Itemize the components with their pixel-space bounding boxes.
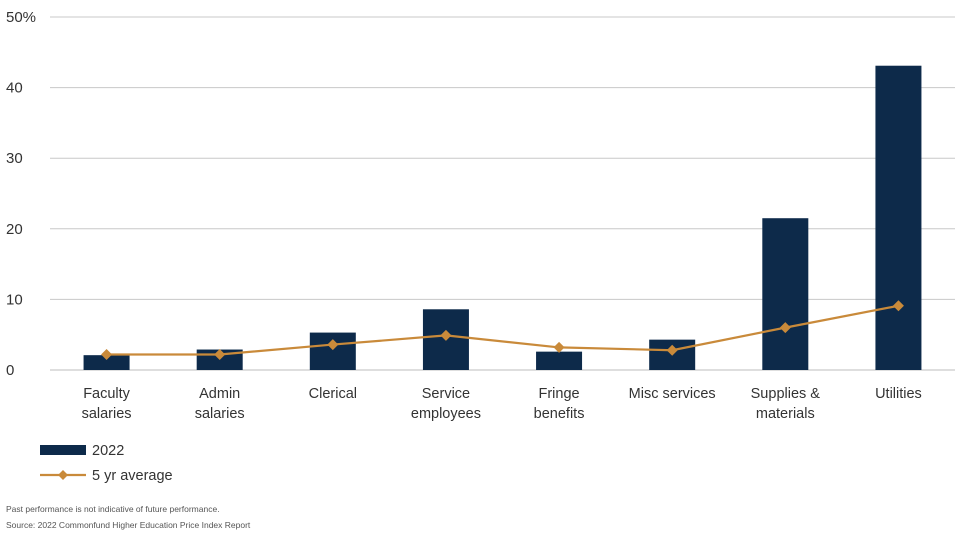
bar xyxy=(536,351,583,370)
legend: 2022 5 yr average xyxy=(40,443,173,484)
x-tick-label: Supplies & xyxy=(751,386,821,402)
line-point xyxy=(779,322,791,334)
line-point xyxy=(553,341,565,353)
line-point xyxy=(214,348,226,360)
x-tick-label: Faculty xyxy=(83,386,130,402)
line-point xyxy=(440,329,452,341)
x-tick-label: Clerical xyxy=(309,386,357,402)
gridlines xyxy=(50,16,955,371)
bar-series-2022 xyxy=(83,65,922,371)
y-axis-ticks: 0 10 20 30 40 50% xyxy=(6,9,36,379)
x-tick-label: Admin xyxy=(199,386,240,402)
bar xyxy=(875,65,922,371)
y-tick-label: 10 xyxy=(6,291,23,308)
line-point xyxy=(892,300,904,312)
bar xyxy=(762,218,809,370)
x-tick-label: salaries xyxy=(82,406,132,422)
legend-label-2022: 2022 xyxy=(92,443,124,459)
legend-label-5yr-average: 5 yr average xyxy=(92,468,173,484)
y-tick-label: 50% xyxy=(6,9,36,26)
x-tick-label: Misc services xyxy=(629,386,716,402)
y-tick-label: 40 xyxy=(6,80,23,97)
disclaimer-note: Past performance is not indicative of fu… xyxy=(6,504,220,514)
line-point xyxy=(327,339,339,351)
legend-swatch-2022 xyxy=(40,445,86,455)
source-note: Source: 2022 Commonfund Higher Education… xyxy=(6,520,251,530)
bar xyxy=(309,332,356,370)
y-tick-label: 0 xyxy=(6,362,14,379)
x-tick-label: Utilities xyxy=(875,386,922,402)
bar xyxy=(83,355,130,370)
line-path xyxy=(106,304,899,356)
line-series-5yr-average xyxy=(101,300,904,360)
y-tick-label: 30 xyxy=(6,150,23,167)
line-point xyxy=(101,348,113,360)
x-axis-categories: Faculty salaries Admin salaries Clerical Serv… xyxy=(82,386,922,422)
x-tick-label: employees xyxy=(411,406,481,422)
x-tick-label: Service xyxy=(422,386,470,402)
y-tick-label: 20 xyxy=(6,221,23,238)
legend-marker-5yr-average xyxy=(58,470,68,480)
x-tick-label: materials xyxy=(756,406,815,422)
line-point xyxy=(666,344,678,356)
x-tick-label: Fringe xyxy=(539,386,580,402)
x-tick-label: benefits xyxy=(534,406,585,422)
x-tick-label: salaries xyxy=(195,406,245,422)
